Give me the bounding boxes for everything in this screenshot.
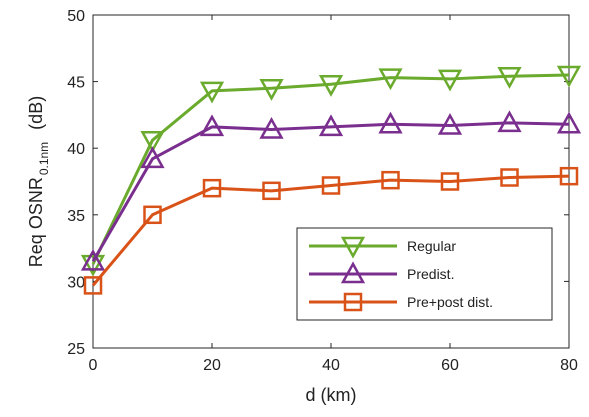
data-point	[556, 65, 582, 88]
series-2	[83, 166, 579, 295]
legend-marker	[343, 292, 363, 312]
data-point	[80, 254, 106, 277]
y-tick-label: 50	[67, 8, 85, 25]
data-point	[321, 176, 341, 195]
data-point	[259, 116, 284, 139]
data-point	[80, 248, 106, 271]
y-tick-label: 25	[67, 341, 85, 358]
data-point	[202, 178, 222, 198]
series-line	[91, 73, 570, 265]
data-point	[199, 114, 225, 137]
legend: Regular Predist. Pre+post dist.	[296, 227, 553, 321]
series-line	[91, 174, 570, 287]
legend-label: Pre+post dist.	[407, 294, 493, 310]
data-point	[378, 68, 403, 91]
x-axis-ticks: 0 20 40 60 80	[89, 15, 578, 374]
x-tick-label: 0	[89, 357, 98, 374]
y-axis-label: Req OSNR 0.1nm (dB)	[26, 96, 51, 267]
y-tick-label: 35	[67, 208, 85, 225]
x-axis-label: d (km)	[306, 385, 357, 405]
legend-marker	[340, 236, 366, 259]
data-point	[140, 146, 165, 169]
series-1	[80, 110, 582, 271]
data-point	[143, 205, 162, 225]
x-tick-label: 20	[203, 357, 221, 374]
data-point	[318, 75, 344, 97]
y-tick-label: 40	[67, 141, 85, 158]
data-point	[497, 110, 522, 133]
data-point	[318, 114, 344, 137]
legend-entry: Pre+post dist.	[309, 292, 493, 312]
series-layer	[80, 65, 582, 295]
data-point	[262, 181, 281, 201]
data-point	[497, 67, 522, 89]
data-point	[559, 166, 579, 186]
data-point	[437, 69, 463, 92]
y-tick-label: 45	[67, 75, 85, 92]
data-point	[437, 112, 463, 135]
legend-entry: Predist.	[309, 261, 454, 284]
data-point	[381, 170, 400, 190]
data-point	[378, 111, 403, 134]
x-tick-label: 80	[560, 357, 578, 374]
legend-label: Regular	[407, 238, 456, 254]
y-axis-label-unit: (dB)	[26, 96, 46, 130]
data-point	[556, 111, 582, 134]
data-point	[199, 81, 225, 104]
data-point	[83, 276, 103, 295]
y-axis-label-subscript: 0.1nm	[37, 142, 51, 175]
y-tick-label: 30	[67, 274, 85, 291]
legend-marker	[340, 261, 366, 284]
data-point	[140, 130, 165, 153]
data-point	[440, 172, 460, 191]
legend-label: Predist.	[407, 266, 454, 282]
y-axis-label-main: Req OSNR	[26, 177, 46, 267]
data-point	[500, 168, 519, 187]
data-point	[259, 79, 284, 101]
x-tick-label: 40	[322, 357, 340, 374]
series-line	[91, 121, 570, 263]
legend-entry: Regular	[309, 236, 456, 259]
series-0	[80, 65, 582, 277]
x-tick-label: 60	[441, 357, 459, 374]
